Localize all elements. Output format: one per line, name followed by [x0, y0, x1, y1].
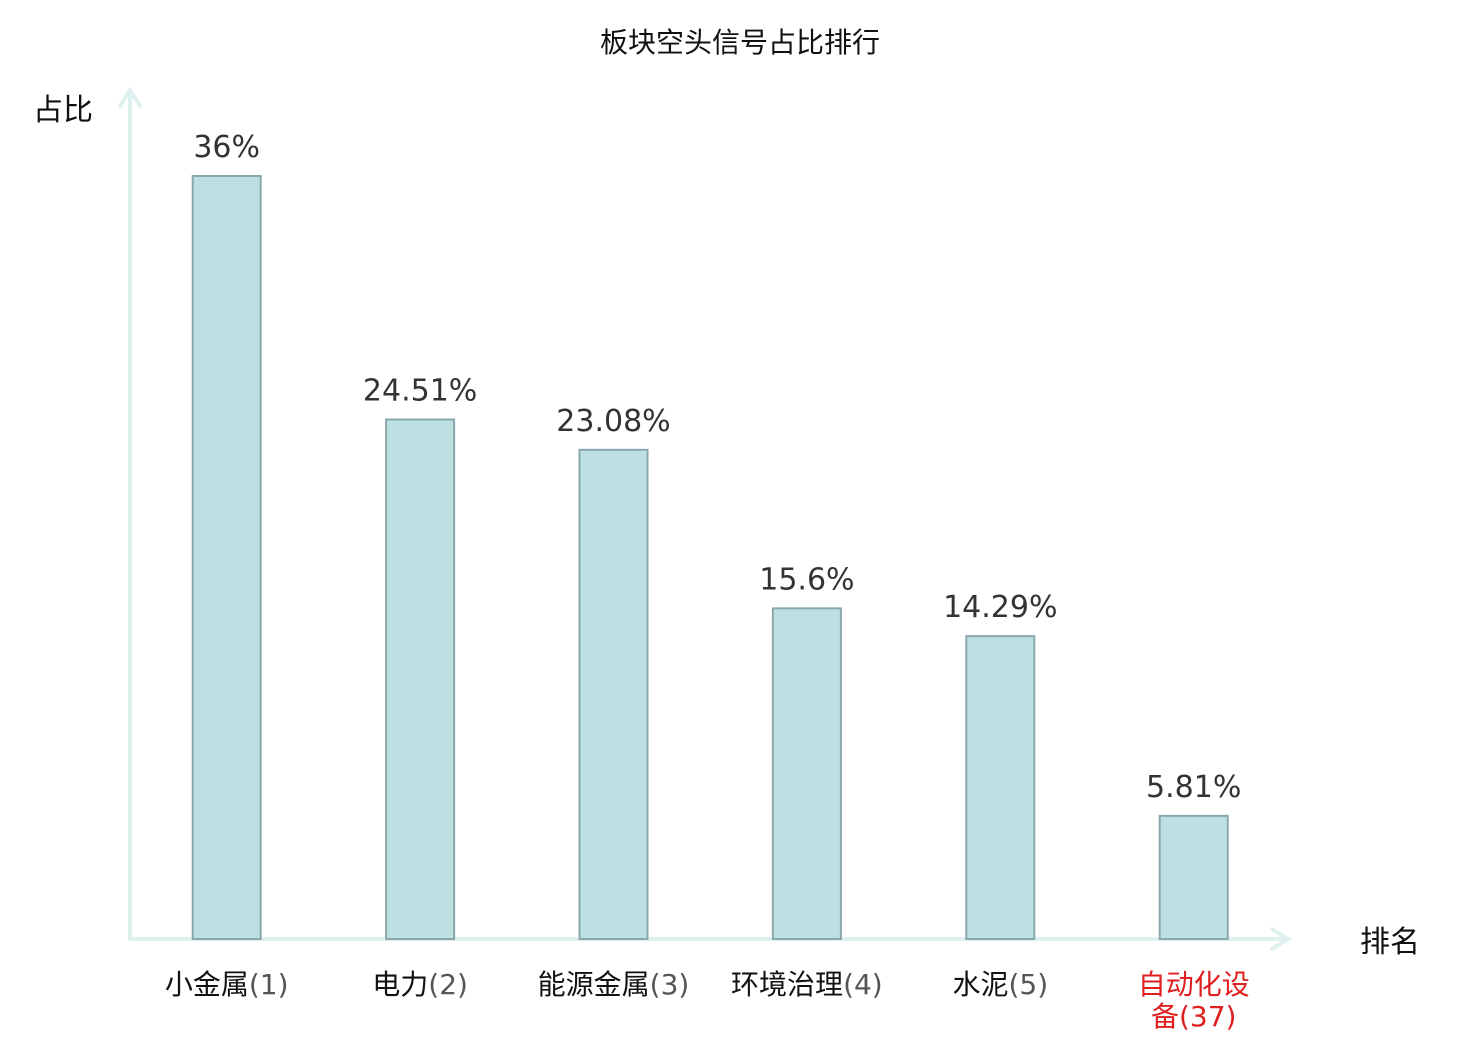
bar-1 — [191, 175, 262, 940]
category-label-1: 小金属(1) — [165, 968, 289, 1001]
svg-text:环境治理(4): 环境治理(4) — [731, 968, 883, 1001]
bar-4 — [771, 607, 842, 940]
value-label-4: 15.6% — [759, 562, 854, 597]
category-name: 水泥 — [952, 968, 1008, 1001]
axes — [118, 86, 1292, 951]
svg-text:水泥(5): 水泥(5) — [952, 968, 1048, 1001]
category-rank: (37) — [1179, 1000, 1236, 1033]
y-axis-arrow — [118, 86, 142, 108]
category-label-5: 水泥(5) — [952, 968, 1048, 1001]
category-label-2: 电力(2) — [372, 968, 468, 1001]
bar-3 — [578, 448, 649, 940]
category-name: 环境治理 — [731, 968, 843, 1001]
bar-6 — [1158, 814, 1229, 941]
value-label-6: 5.81% — [1146, 770, 1241, 805]
x-axis-label: 排名 — [1360, 925, 1420, 960]
bar-2 — [385, 418, 456, 940]
category-name: 自动化设 — [1138, 968, 1250, 1001]
value-label-3: 23.08% — [556, 404, 670, 439]
bars — [191, 175, 1229, 941]
category-rank: (1) — [249, 968, 289, 1001]
category-name-cont: 备 — [1151, 1000, 1179, 1033]
category-rank: (4) — [843, 968, 883, 1001]
svg-text:能源金属(3): 能源金属(3) — [538, 968, 690, 1001]
svg-text:备(37): 备(37) — [1151, 1000, 1237, 1033]
category-rank: (2) — [428, 968, 468, 1001]
category-rank: (5) — [1008, 968, 1048, 1001]
x-axis-arrow — [1270, 927, 1292, 951]
category-label-4: 环境治理(4) — [731, 968, 883, 1001]
y-axis-label: 占比 — [33, 93, 93, 128]
value-label-1: 36% — [193, 130, 260, 165]
category-rank: (3) — [650, 968, 690, 1001]
svg-text:小金属(1): 小金属(1) — [165, 968, 289, 1001]
category-name: 能源金属 — [538, 968, 650, 1001]
category-label-3: 能源金属(3) — [538, 968, 690, 1001]
bar-5 — [965, 635, 1036, 941]
category-name: 电力 — [372, 968, 428, 1001]
value-label-2: 24.51% — [363, 374, 477, 409]
chart-title: 板块空头信号占比排行 — [600, 26, 880, 59]
category-name: 小金属 — [165, 968, 249, 1001]
value-labels: 36% 24.51% 23.08% 15.6% 14.29% 5.81% — [193, 130, 1241, 805]
svg-text:电力(2): 电力(2) — [372, 968, 468, 1001]
value-label-5: 14.29% — [943, 590, 1057, 625]
